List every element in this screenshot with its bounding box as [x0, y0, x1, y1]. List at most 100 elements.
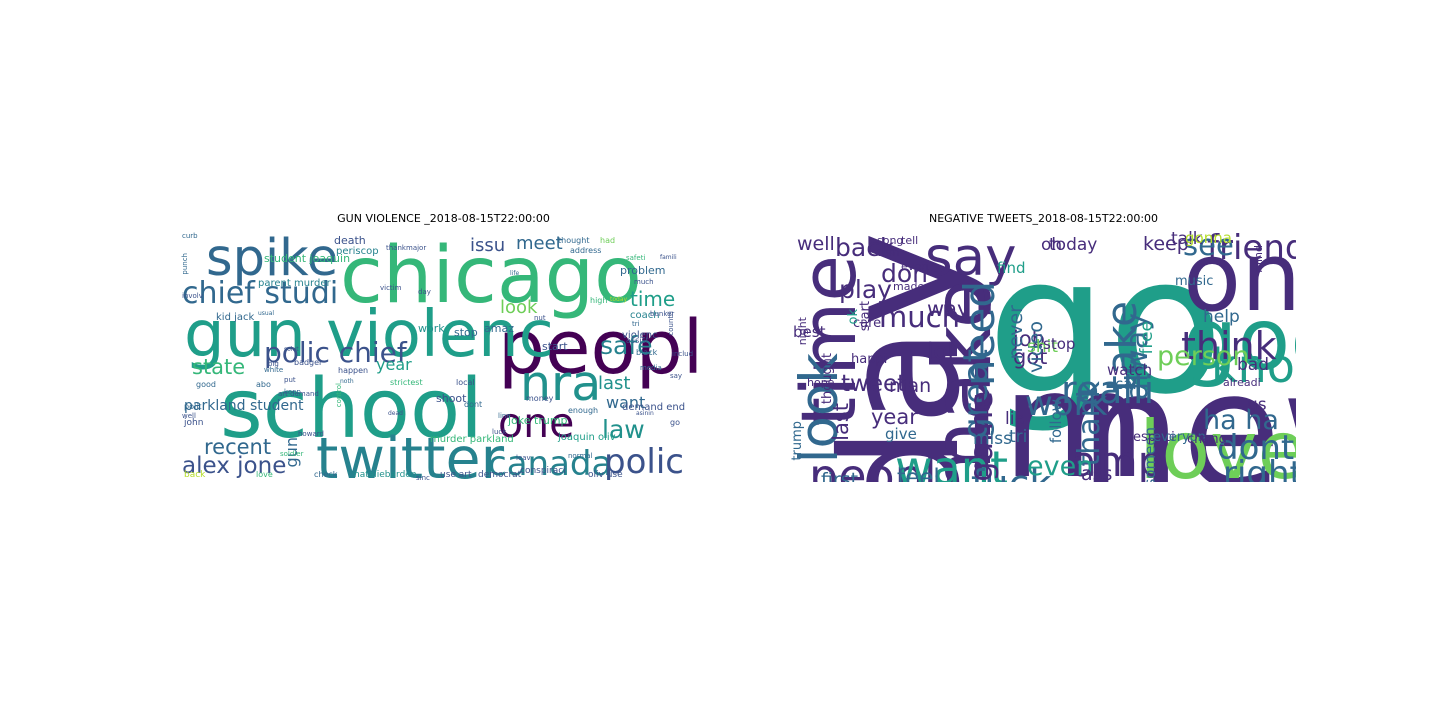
word-one: one [498, 399, 575, 447]
word-state: state [192, 355, 246, 379]
word-abo: abo [256, 380, 271, 389]
word-kid-jack: kid jack [216, 312, 255, 323]
word-parent-murder: parent murder [258, 278, 331, 289]
word-free: free [1137, 321, 1157, 355]
word-school: school [220, 362, 483, 457]
word-stop: stop [454, 326, 478, 339]
word-chang: chang [1187, 432, 1227, 447]
word-feel: feel [897, 465, 940, 483]
word-good: good [1183, 290, 1296, 390]
word-dont: dont [464, 400, 483, 409]
word-tweet: tweet [841, 371, 907, 397]
word-help: help [1203, 307, 1240, 327]
wordcloud-canvas: gonewdayimonegoodlovemaketimesaylookpeop… [791, 231, 1296, 482]
word-love: love [256, 470, 273, 479]
word-got: got [1013, 345, 1048, 369]
word-song: song [877, 234, 904, 247]
word-follow: follow [1047, 399, 1065, 444]
word-person: person [1157, 341, 1250, 372]
word-john: john [184, 418, 204, 428]
word-money: money [526, 394, 554, 403]
word-especi: especi [1133, 430, 1175, 445]
word-best: best [793, 323, 826, 341]
word-way: way [927, 297, 970, 321]
word-democrat: democrat [478, 470, 522, 480]
word-music: music [1175, 274, 1214, 289]
word-care: care [853, 316, 882, 331]
word-ha-ha: ha ha [1203, 405, 1279, 436]
word-bunker: bunker [650, 310, 675, 318]
chart-title: NEGATIVE TWEETS_2018-08-15T22:00:00 [928, 212, 1159, 225]
word-amp: amp [1071, 437, 1165, 483]
word-chief-studi: chief studi [182, 276, 339, 311]
word-gun-violenc: gun violenc [184, 298, 554, 372]
word-see: see [1183, 231, 1234, 262]
word-know: know [1211, 339, 1296, 393]
word-nut: nut [534, 314, 546, 322]
word-safeti: safeti [626, 254, 646, 262]
word-coach: coach [630, 310, 660, 321]
word-well: well [797, 233, 835, 255]
word-nra: nra [520, 355, 602, 412]
word-murder-parkland: murder parkland [430, 434, 514, 445]
word-black: black [636, 348, 658, 357]
word-death: death [334, 234, 366, 247]
word-keep: keep [1143, 233, 1189, 255]
word-lol: lol [927, 339, 954, 365]
word-last: last [598, 373, 631, 394]
word-im: im [961, 339, 1147, 482]
word-media: media [640, 364, 662, 372]
word-trump: trump [791, 421, 805, 461]
chart-title: GUN VIOLENCE _2018-08-15T22:00:00 [337, 212, 550, 225]
word-leav: leav [516, 454, 531, 462]
word-go: go [987, 231, 1224, 436]
wordcloud-panel-gun-violence: GUN VIOLENCE _2018-08-15T22:00:00 school… [180, 212, 707, 482]
word-nataliebarden: nataliebarden [354, 470, 417, 480]
word-job: job [1013, 327, 1046, 351]
word-thought: thought [558, 236, 590, 245]
word-law: law [602, 415, 645, 444]
word-first: first [821, 469, 859, 483]
word-put: put [284, 376, 296, 384]
word-happen: happen [338, 366, 369, 375]
word-year: year [871, 405, 918, 429]
word-back: back [835, 233, 895, 262]
word-curb: curb [182, 232, 198, 240]
word-countri: countri [667, 311, 675, 336]
word-mind: mind [1252, 245, 1265, 273]
word-night: night [796, 317, 809, 346]
word-address: address [570, 246, 602, 255]
word-man: man [889, 375, 932, 397]
word-usual: usual [258, 310, 275, 317]
word-much: much [879, 300, 960, 334]
word-parkland-student: parkland student [184, 398, 304, 414]
word-everyon: everyon [1153, 430, 1206, 445]
word-today: today [610, 296, 628, 303]
word-peopl: peopl [809, 449, 937, 482]
word-use-art: use art [440, 470, 472, 480]
word-made: made [893, 280, 925, 293]
word-had: had [600, 236, 616, 245]
word-call: call [1115, 375, 1141, 393]
word-hope: hope [807, 376, 835, 389]
word-punch: punch [181, 253, 189, 275]
word-soldier: soldier [280, 450, 304, 458]
word-tri: tri [632, 320, 640, 328]
word-today: today [1049, 235, 1098, 255]
word-want: want [895, 441, 1009, 482]
word-us: us [1247, 395, 1267, 415]
word-well: well [182, 412, 196, 420]
word-work: work [1025, 384, 1108, 424]
word-white: white [264, 366, 284, 374]
word-time: time [630, 287, 676, 311]
word-say: say [925, 231, 1017, 288]
word-control: control [335, 383, 343, 408]
word-turn: turn [877, 246, 900, 259]
word-polic: polic [604, 442, 684, 482]
word-find: find [997, 259, 1026, 277]
word-shit: shit [1027, 337, 1059, 357]
word-stop: stop [1043, 335, 1076, 353]
word-includ: includ [672, 350, 694, 358]
word-alreadi: alreadi [1223, 376, 1261, 389]
word-periscop: periscop [336, 246, 379, 257]
